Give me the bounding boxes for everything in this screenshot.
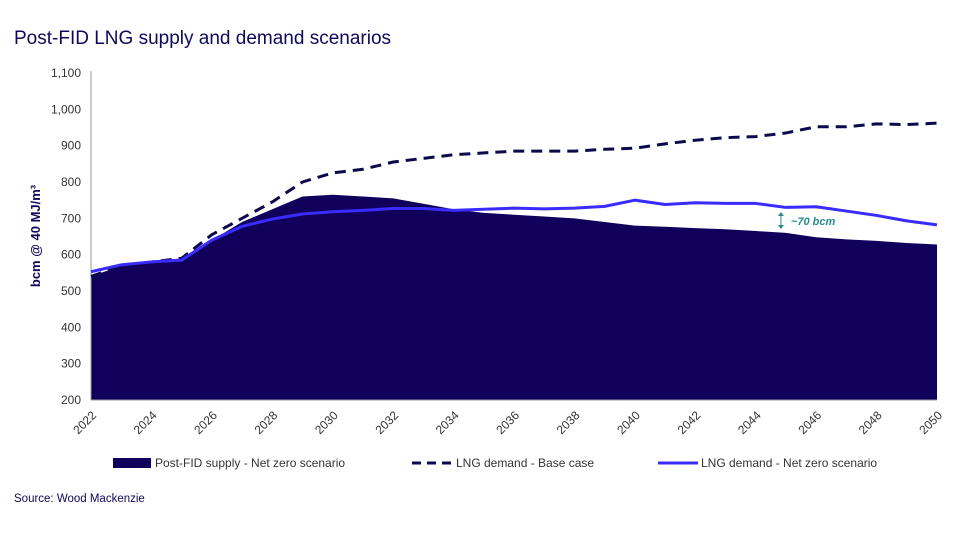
y-tick-label: 200: [61, 393, 81, 407]
series-line-base-case: [90, 121, 938, 278]
y-tick-label: 700: [61, 211, 81, 225]
x-tick-label: 2022: [70, 408, 99, 437]
y-tick-label: 800: [61, 175, 81, 189]
y-tick-label: 300: [61, 357, 81, 371]
legend-label: LNG demand - Base case: [456, 456, 594, 470]
legend-label: LNG demand - Net zero scenario: [701, 456, 877, 470]
y-tick-label: 1,100: [51, 66, 81, 80]
x-tick-label: 2050: [916, 408, 945, 437]
x-tick-label: 2048: [856, 408, 885, 437]
y-tick-label: 400: [61, 320, 81, 334]
y-tick-label: 1,000: [51, 102, 81, 116]
series-area-supply: [91, 194, 937, 400]
legend-label: Post-FID supply - Net zero scenario: [155, 456, 345, 470]
x-tick-label: 2026: [191, 408, 220, 437]
arrow-down-icon: [777, 225, 784, 229]
annotation-label: ~70 bcm: [791, 216, 836, 228]
series-line-net-zero: [90, 198, 938, 274]
x-tick-label: 2040: [614, 408, 643, 437]
x-tick-label: 2038: [554, 408, 583, 437]
y-tick-label: 600: [61, 248, 81, 262]
x-tick-label: 2032: [372, 408, 401, 437]
y-axis-label: bcm @ 40 MJ/m³: [28, 184, 43, 287]
x-tick-label: 2046: [795, 408, 824, 437]
x-tick-label: 2044: [735, 408, 764, 437]
chart-title: Post-FID LNG supply and demand scenarios: [14, 28, 392, 49]
x-tick-label: 2024: [131, 408, 160, 437]
x-tick-label: 2042: [675, 408, 704, 437]
x-tick-label: 2030: [312, 408, 341, 437]
y-tick-label: 900: [61, 139, 81, 153]
source-note: Source: Wood Mackenzie: [14, 493, 145, 505]
x-tick-label: 2034: [433, 408, 462, 437]
legend-swatch-supply: [113, 458, 151, 468]
arrow-up-icon: [777, 212, 784, 216]
y-tick-label: 500: [61, 284, 81, 298]
x-tick-label: 2028: [252, 408, 281, 437]
x-tick-label: 2036: [493, 408, 522, 437]
